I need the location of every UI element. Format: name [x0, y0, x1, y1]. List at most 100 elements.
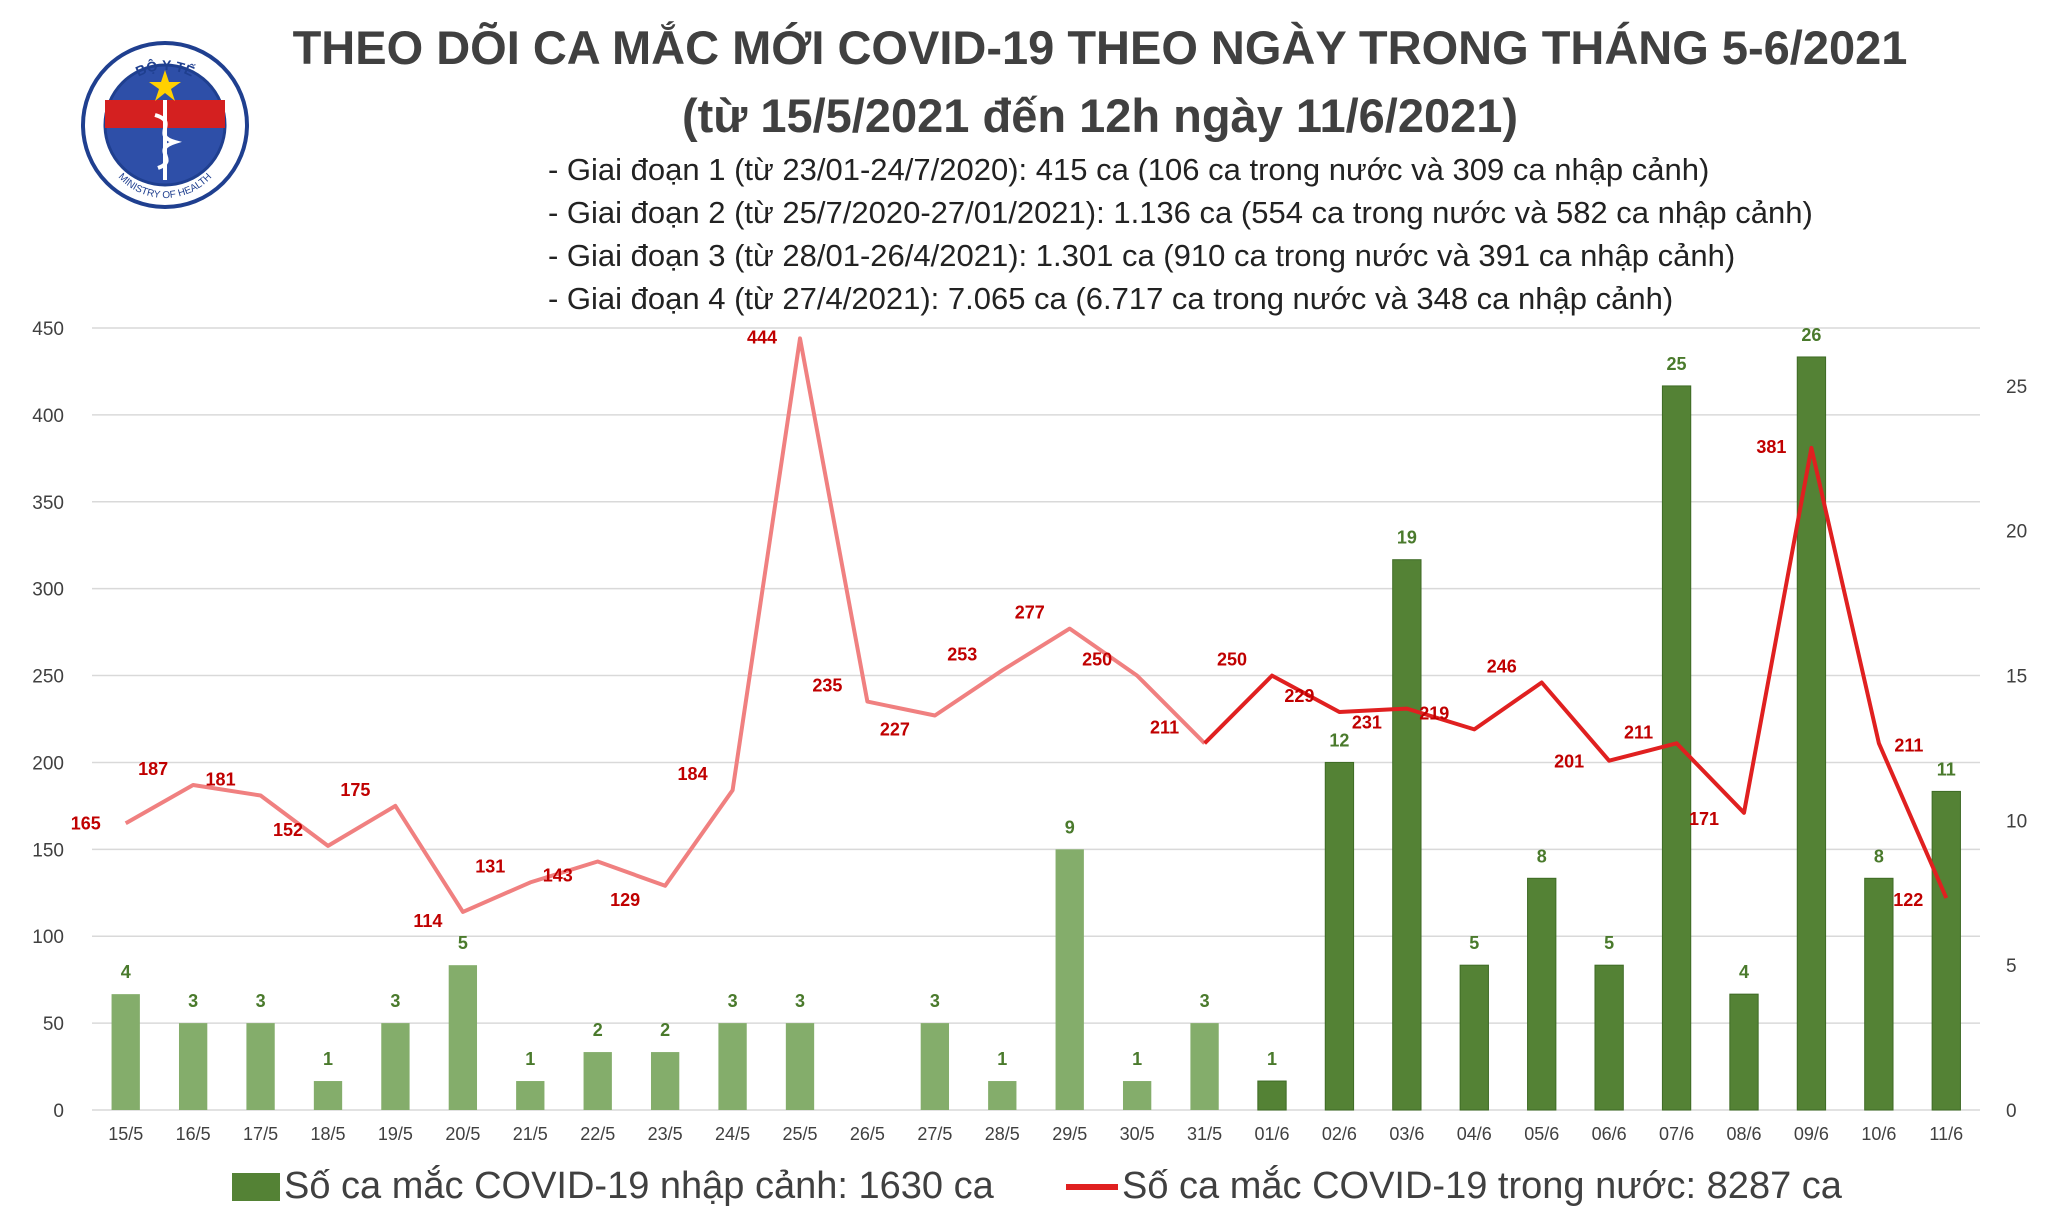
stage-4-note: - Giai đoạn 4 (từ 27/4/2021): 7.065 ca (…: [548, 281, 1674, 316]
bar: [516, 1081, 545, 1110]
legend-domestic-label: Số ca mắc COVID-19 trong nước: 8287 ca: [1122, 1165, 1842, 1207]
left-tick-label: 0: [53, 1101, 64, 1122]
stage-1-note: - Giai đoạn 1 (từ 23/01-24/7/2020): 415 …: [548, 152, 1710, 187]
left-tick-label: 350: [32, 493, 64, 514]
bar-data-label: 9: [1065, 817, 1075, 837]
bar: [1864, 877, 1894, 1111]
bar: [1931, 790, 1961, 1111]
bar-data-label: 5: [1604, 933, 1614, 953]
bar-data-label: 3: [188, 991, 198, 1011]
x-tick-label: 18/5: [310, 1124, 345, 1144]
bar-data-label: 1: [323, 1049, 333, 1069]
line-data-label: 181: [206, 769, 236, 789]
right-tick-label: 0: [2006, 1101, 2017, 1122]
bar-data-label: 4: [1739, 962, 1749, 982]
bar: [1459, 964, 1489, 1111]
bar-data-label: 8: [1874, 846, 1884, 866]
bar: [1729, 993, 1759, 1111]
stage-3-note: - Giai đoạn 3 (từ 28/01-26/4/2021): 1.30…: [548, 238, 1736, 273]
bar-data-label: 25: [1667, 354, 1687, 374]
left-tick-label: 100: [32, 927, 64, 948]
x-tick-label: 22/5: [580, 1124, 615, 1144]
bar-data-label: 1: [1132, 1049, 1142, 1069]
line-data-label: 227: [880, 720, 910, 740]
domestic-line-late: [1203, 445, 1949, 899]
left-tick-label: 450: [32, 319, 64, 340]
left-tick-label: 200: [32, 753, 64, 774]
left-tick-label: 400: [32, 406, 64, 427]
bar: [718, 1023, 747, 1110]
x-tick-label: 02/6: [1322, 1124, 1357, 1144]
x-tick-label: 04/6: [1457, 1124, 1492, 1144]
line-data-label: 187: [138, 759, 168, 779]
bar-data-label: 1: [997, 1049, 1007, 1069]
right-tick-label: 10: [2006, 811, 2027, 832]
right-tick-label: 25: [2006, 377, 2027, 398]
bar-data-label: 1: [525, 1049, 535, 1069]
line-data-label: 250: [1217, 650, 1247, 670]
x-tick-label: 07/6: [1659, 1124, 1694, 1144]
line-data-label: 171: [1689, 809, 1719, 829]
x-tick-label: 03/6: [1389, 1124, 1424, 1144]
bar: [1257, 1080, 1287, 1111]
left-tick-label: 50: [43, 1014, 64, 1035]
bar-data-label: 3: [795, 991, 805, 1011]
line-data-label: 246: [1487, 657, 1517, 677]
bar: [920, 1023, 950, 1110]
line-data-label: 229: [1284, 686, 1314, 706]
ministry-of-health-logo: BỘ Y TẾ MINISTRY OF HEALTH: [81, 41, 249, 209]
svg-text:BỘ Y TẾ: BỘ Y TẾ: [133, 56, 197, 79]
line-data-label: 444: [747, 327, 777, 347]
bar: [111, 994, 140, 1110]
line-data-label: 231: [1352, 713, 1382, 733]
x-tick-label: 11/6: [1929, 1124, 1963, 1144]
x-tick-label: 25/5: [782, 1124, 817, 1144]
x-tick-label: 08/6: [1726, 1124, 1761, 1144]
line-data-label: 114: [413, 911, 442, 931]
x-tick-label: 21/5: [513, 1124, 548, 1144]
line-data-label: 253: [947, 644, 977, 664]
x-tick-label: 09/6: [1794, 1124, 1829, 1144]
right-tick-label: 15: [2006, 667, 2027, 688]
x-tick-label: 29/5: [1052, 1124, 1087, 1144]
bar: [785, 1023, 815, 1110]
line-data-label: 184: [678, 764, 708, 784]
x-tick-label: 20/5: [445, 1124, 480, 1144]
line-data-label: 175: [340, 780, 370, 800]
bar-data-label: 3: [1200, 991, 1210, 1011]
line-data-label: 211: [1624, 722, 1653, 742]
line-data-label: 152: [273, 820, 303, 840]
x-tick-label: 01/6: [1254, 1124, 1289, 1144]
line-data-label: 131: [475, 856, 505, 876]
left-tick-label: 250: [32, 667, 64, 688]
x-tick-label: 23/5: [648, 1124, 683, 1144]
x-tick-label: 17/5: [243, 1124, 278, 1144]
bar: [1594, 964, 1624, 1111]
left-tick-label: 150: [32, 840, 64, 861]
bar: [1796, 356, 1827, 1111]
x-tick-label: 05/6: [1524, 1124, 1559, 1144]
bar: [1661, 385, 1692, 1111]
bar: [1122, 1081, 1152, 1110]
bar-data-label: 2: [660, 1020, 670, 1040]
line-data-label: 381: [1756, 437, 1786, 457]
x-tick-label: 24/5: [715, 1124, 750, 1144]
x-tick-label: 19/5: [378, 1124, 413, 1144]
bar-data-label: 3: [930, 991, 940, 1011]
chart-subtitle: (từ 15/5/2021 đến 12h ngày 11/6/2021): [681, 89, 1519, 142]
stage-2-note: - Giai đoạn 2 (từ 25/7/2020-27/01/2021):…: [548, 195, 1813, 230]
line-data-label: 277: [1015, 603, 1045, 623]
legend-bar-swatch: [232, 1172, 280, 1201]
bar: [313, 1081, 343, 1110]
bar-data-label: 3: [256, 991, 266, 1011]
bar: [246, 1023, 275, 1110]
legend-line-swatch: [1066, 1183, 1118, 1190]
line-data-label: 235: [812, 676, 842, 696]
bar: [1190, 1023, 1219, 1110]
bar: [1527, 877, 1557, 1111]
bar-data-label: 26: [1801, 325, 1821, 345]
chart-title: THEO DÕI CA MẮC MỚI COVID-19 THEO NGÀY T…: [292, 21, 1908, 74]
legend-imported-label: Số ca mắc COVID-19 nhập cảnh: 1630 ca: [284, 1165, 994, 1207]
bar-data-label: 2: [593, 1020, 603, 1040]
